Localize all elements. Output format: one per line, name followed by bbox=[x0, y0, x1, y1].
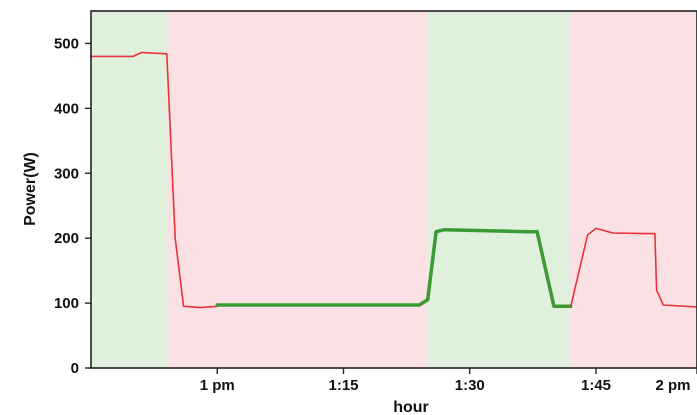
x-axis-title: hour bbox=[393, 399, 429, 415]
x-tick-label: 1 pm bbox=[200, 377, 235, 394]
shaded-region-1 bbox=[91, 11, 167, 368]
power-line-segment-3 bbox=[569, 227, 697, 308]
y-tick-label: 400 bbox=[54, 100, 79, 117]
y-tick-label: 500 bbox=[54, 35, 79, 52]
power-line-segment-1 bbox=[90, 51, 219, 309]
shaded-region-4 bbox=[570, 11, 697, 368]
x-tick-label: 1:15 bbox=[328, 377, 358, 394]
shaded-region-3 bbox=[427, 11, 571, 368]
x-axis-ticks: 1 pm 1:15 1:30 1:45 2 pm bbox=[200, 368, 697, 394]
y-tick-label: 100 bbox=[54, 295, 79, 312]
power-line-segment-2 bbox=[215, 227, 573, 309]
shaded-region-2 bbox=[166, 11, 428, 368]
plot-frame bbox=[90, 10, 697, 369]
x-tick-label: 1:45 bbox=[581, 377, 611, 394]
y-tick-label: 200 bbox=[54, 230, 79, 247]
y-tick-label: 300 bbox=[54, 165, 79, 182]
power-lines bbox=[90, 51, 697, 309]
shaded-regions bbox=[91, 11, 697, 368]
y-axis-title: Power(W) bbox=[22, 152, 39, 226]
x-tick-label: 2 pm bbox=[655, 377, 690, 394]
x-tick-label: 1:30 bbox=[455, 377, 485, 394]
y-tick-label: 0 bbox=[71, 360, 79, 377]
y-axis-ticks: 0 100 200 300 400 500 bbox=[54, 35, 91, 377]
